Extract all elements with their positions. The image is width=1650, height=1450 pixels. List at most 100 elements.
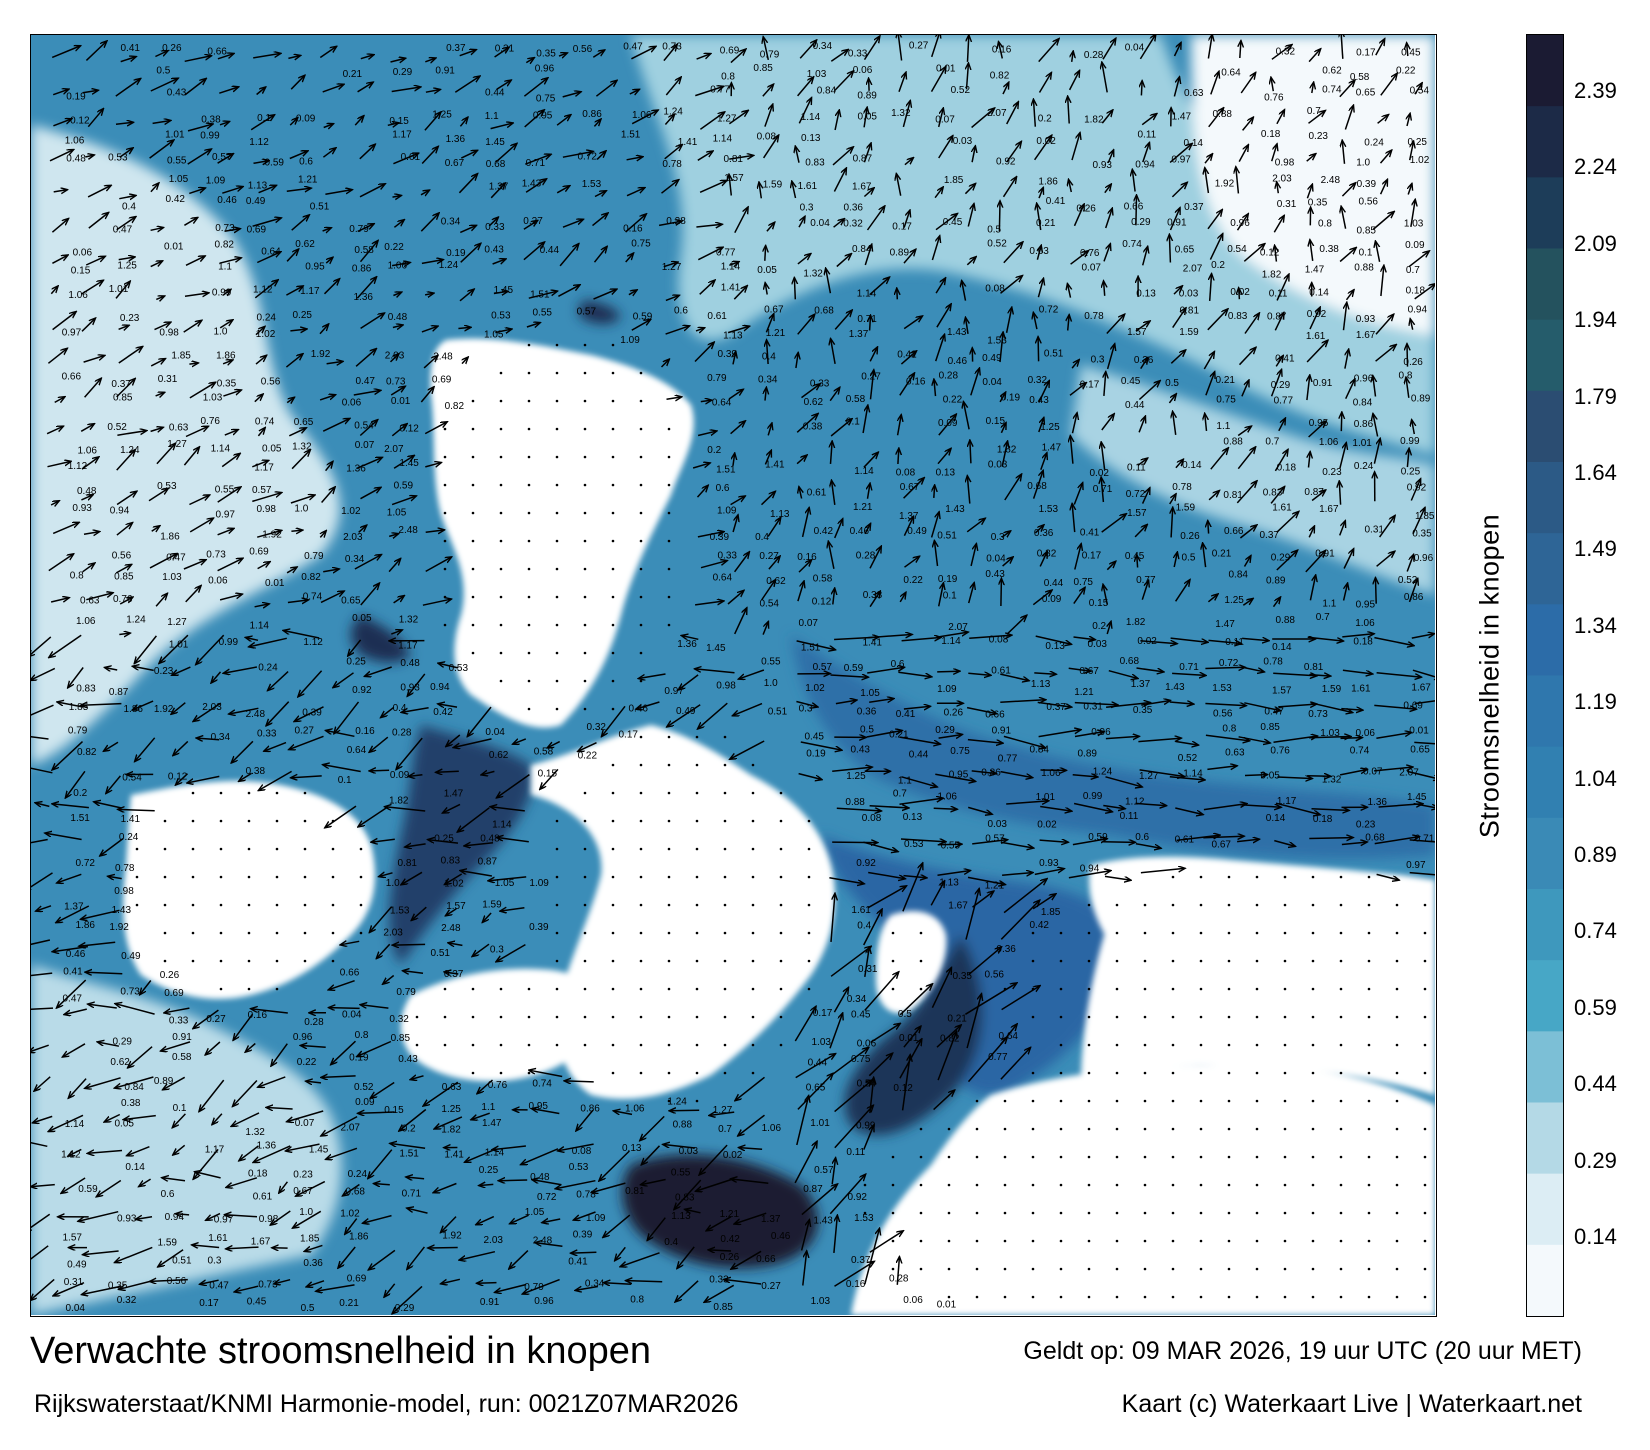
speed-value-label: 0.59 [844,663,864,674]
current-arrow [89,1004,117,1009]
current-arrow [1034,100,1036,127]
speed-value-label: 0.03 [1179,289,1199,300]
speed-value-label: 0.37 [111,379,131,390]
map-frame: 0.41 0.26 0.66 0.37 0.31 0.35 0.56 0.47 0.73 0.69… [30,34,1437,1317]
current-arrow [834,1080,872,1113]
current-arrow [197,738,220,740]
current-arrow [1135,842,1160,848]
current-arrow [1408,251,1429,268]
land-dot [1199,1127,1203,1131]
speed-value-label: 0.49 [67,1260,87,1271]
land-dot [1087,1043,1091,1047]
current-arrow [1173,412,1176,435]
speed-value-label: 1.01 [810,1118,830,1129]
current-arrow [259,1076,286,1087]
speed-value-label: 0.26 [1076,204,1096,215]
speed-value-label: 2.07 [341,1122,361,1133]
speed-value-label: 0.23 [1309,131,1329,142]
speed-value-label: 0.47 [1264,706,1284,717]
speed-value-label: 1.14 [721,261,741,272]
current-arrow [1242,118,1253,131]
current-arrow [459,290,474,302]
speed-value-label: 0.87 [803,1184,823,1195]
speed-value-label: 0.7 [1265,437,1279,448]
current-arrow [1240,41,1241,59]
current-arrow [1237,839,1259,841]
land-dot [1199,1183,1203,1187]
land-dot [919,1239,923,1243]
current-arrow [370,906,393,932]
current-arrow [462,358,468,364]
current-arrow [411,1076,424,1080]
current-arrow [224,229,240,232]
speed-value-label: 1.06 [762,1123,782,1134]
land-dot [1423,1015,1427,1019]
current-arrow [1074,732,1103,738]
land-dot [471,511,475,515]
speed-value-label: 0.67 [764,305,784,316]
land-dot [527,679,531,683]
colorbar-band [1527,319,1563,392]
current-arrow [441,1278,461,1283]
speed-value-label: 1.27 [167,439,187,450]
speed-value-label: 0.48 [77,486,97,497]
current-arrow [86,593,112,601]
current-arrow [966,257,975,266]
current-arrow [1101,514,1126,533]
speed-value-label: 0.39 [718,349,738,360]
land-dot [639,791,643,795]
land-dot [1059,1127,1063,1131]
current-arrow [402,871,423,884]
speed-value-label: 2.03 [343,532,363,543]
current-arrow [696,224,721,227]
current-arrow [1175,740,1198,746]
land-dot [1283,1211,1287,1215]
speed-value-label: 0.8 [721,72,735,83]
speed-value-label: 1.12 [61,1150,81,1161]
current-arrow [1341,183,1355,197]
speed-value-label: 1.43 [947,327,967,338]
current-arrow [31,636,52,656]
current-arrow [525,58,533,63]
current-arrow [128,1046,153,1068]
land-dot [1059,931,1063,935]
speed-value-label: 0.45 [1401,48,1421,59]
current-arrow [227,1247,259,1249]
speed-value-label: 2.48 [246,709,266,720]
current-arrow [47,462,71,468]
current-arrow [194,1009,219,1028]
current-arrow [971,771,996,774]
current-arrow [420,387,433,403]
speed-value-label: 0.51 [937,531,957,542]
land-dot [1311,1239,1315,1243]
land-dot [1255,1155,1259,1159]
current-arrow [257,428,264,437]
current-arrow [558,53,567,56]
current-arrow [1237,427,1251,437]
current-arrow [600,1150,630,1180]
current-arrow [971,109,994,129]
land-dot [1087,1155,1091,1159]
speed-value-label: 0.57 [814,1165,834,1176]
speed-value-label: 1.09 [717,506,737,517]
speed-value-label: 0.98 [114,886,134,897]
land-dot [1339,1211,1343,1215]
land-dot [1423,903,1427,907]
current-arrow [696,486,708,498]
land-dot [1311,959,1315,963]
current-arrow [51,46,80,59]
weak-current-zone-northwest [31,125,340,765]
land-dot [723,847,727,851]
current-arrow [794,1142,817,1184]
land-dot [695,819,699,823]
current-arrow [31,1213,51,1231]
current-arrow [1271,78,1273,92]
speed-value-label: 0.3 [991,532,1005,543]
current-arrow [1209,234,1222,260]
speed-value-label: 0.78 [576,1190,596,1201]
current-arrow [999,202,1000,232]
current-arrow [286,398,294,403]
speed-value-label: 0.55 [215,485,235,496]
speed-value-label: 0.93 [1356,314,1376,325]
speed-value-label: 1.92 [262,530,282,541]
